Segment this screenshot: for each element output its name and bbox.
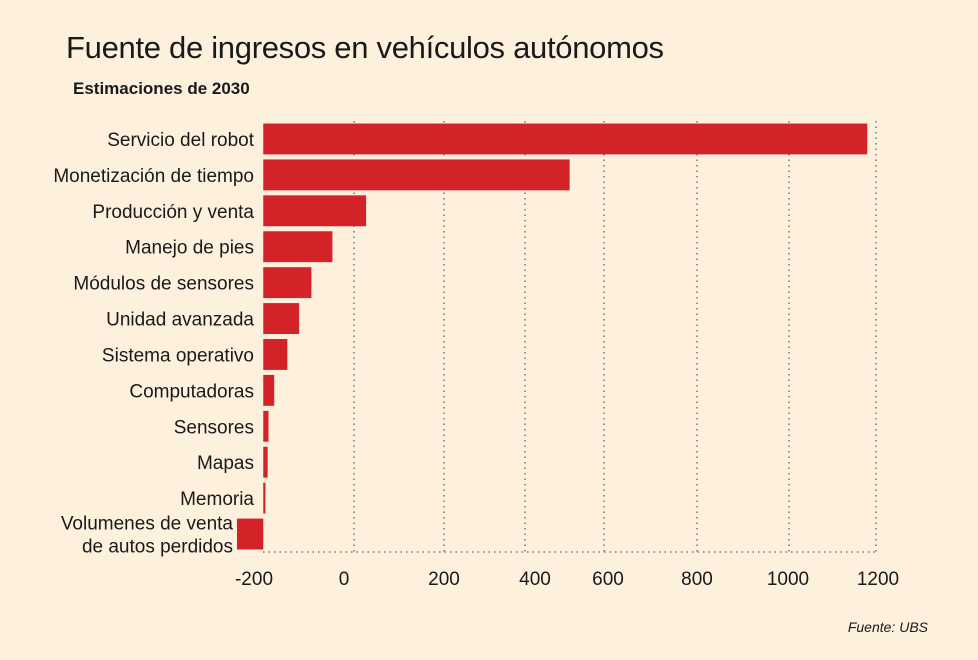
bar bbox=[263, 159, 570, 191]
bar bbox=[263, 374, 275, 406]
x-tick-label: 600 bbox=[592, 569, 624, 590]
x-tick-label: -200 bbox=[235, 569, 273, 590]
category-label: Módulos de sensores bbox=[73, 274, 254, 295]
bar bbox=[263, 339, 288, 370]
bar bbox=[263, 446, 268, 478]
category-label: Servicio del robot bbox=[107, 130, 255, 151]
chart-subtitle: Estimaciones de 2030 bbox=[73, 79, 250, 98]
bar bbox=[263, 482, 266, 514]
category-label: Mapas bbox=[197, 453, 254, 474]
source-note: Fuente: UBS bbox=[847, 619, 928, 635]
bar bbox=[263, 410, 269, 442]
x-tick-label: 1000 bbox=[767, 569, 809, 590]
bar bbox=[263, 303, 300, 334]
bar bbox=[263, 267, 312, 299]
category-label: Manejo de pies bbox=[125, 238, 254, 259]
gridlines bbox=[263, 121, 877, 553]
x-tick-label: 400 bbox=[519, 569, 551, 590]
category-labels: Servicio del robot Monetización de tiempo… bbox=[53, 130, 254, 558]
category-label: Sensores bbox=[174, 417, 254, 438]
category-label: Memoria bbox=[180, 489, 254, 510]
chart-title: Fuente de ingresos en vehículos autónomo… bbox=[66, 30, 664, 65]
x-tick-label: 0 bbox=[339, 569, 350, 590]
category-label: Monetización de tiempo bbox=[53, 166, 254, 187]
bar bbox=[237, 518, 264, 550]
x-tick-label: 1200 bbox=[857, 569, 899, 590]
category-label: Computadoras bbox=[129, 381, 254, 402]
category-label: Producción y venta bbox=[92, 202, 254, 223]
bars-group bbox=[237, 123, 868, 550]
x-tick-label: 200 bbox=[428, 569, 460, 590]
category-label: Volumenes de venta de autos perdidos bbox=[61, 514, 234, 558]
x-tick-labels: -200 0 200 400 600 800 1000 1200 bbox=[235, 569, 899, 590]
bar bbox=[263, 231, 333, 263]
category-label: Unidad avanzada bbox=[106, 310, 254, 331]
bar bbox=[263, 195, 367, 227]
x-tick-label: 800 bbox=[681, 569, 713, 590]
bar bbox=[263, 123, 868, 155]
category-label: Sistema operativo bbox=[102, 345, 254, 366]
